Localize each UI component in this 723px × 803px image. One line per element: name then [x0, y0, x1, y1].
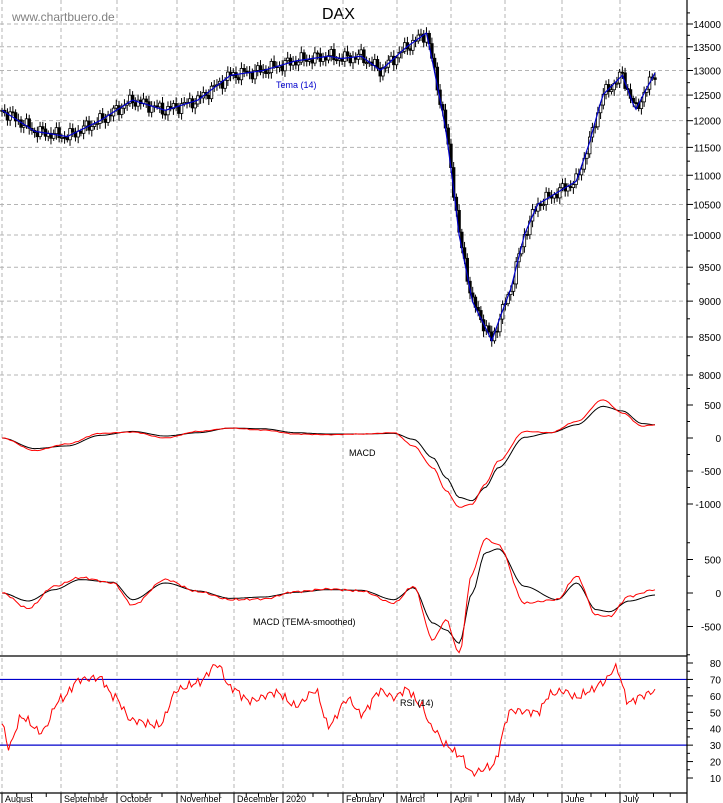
tema-legend: Tema (14)	[276, 80, 317, 90]
macd-label: MACD	[349, 448, 376, 458]
svg-text:80: 80	[710, 659, 722, 670]
svg-text:70: 70	[710, 675, 722, 686]
svg-text:12500: 12500	[693, 91, 721, 102]
svg-text:11000: 11000	[694, 171, 722, 182]
svg-text:10: 10	[710, 774, 722, 785]
svg-text:14000: 14000	[693, 20, 721, 31]
svg-text:2020: 2020	[286, 794, 306, 803]
svg-text:10500: 10500	[693, 200, 721, 211]
svg-text:60: 60	[710, 692, 722, 703]
svg-text:October: October	[120, 794, 152, 803]
svg-text:20: 20	[710, 758, 722, 769]
macd-panel	[1, 399, 656, 508]
svg-text:March: March	[400, 794, 425, 803]
rsi-label: RSI (14)	[400, 698, 434, 708]
svg-text:12000: 12000	[693, 117, 721, 128]
svg-text:9500: 9500	[699, 263, 722, 274]
svg-text:February: February	[346, 794, 383, 803]
svg-text:10000: 10000	[693, 231, 721, 242]
watermark: www.chartbuero.de	[12, 10, 115, 24]
svg-text:September: September	[64, 794, 108, 803]
svg-text:November: November	[180, 794, 222, 803]
svg-text:500: 500	[704, 401, 721, 412]
macd-tema-label: MACD (TEMA-smoothed)	[253, 617, 356, 627]
svg-text:July: July	[623, 794, 640, 803]
svg-text:13000: 13000	[693, 66, 721, 77]
svg-text:-500: -500	[701, 467, 721, 478]
svg-text:April: April	[454, 794, 472, 803]
chart-title: DAX	[322, 6, 355, 23]
svg-text:0: 0	[715, 434, 721, 445]
svg-text:August: August	[5, 794, 34, 803]
rsi-panel	[0, 662, 687, 778]
svg-text:May: May	[508, 794, 526, 803]
svg-text:13500: 13500	[693, 43, 721, 54]
svg-text:11500: 11500	[694, 143, 722, 154]
svg-text:-1000: -1000	[695, 500, 721, 511]
macd-tema-panel	[1, 537, 656, 654]
svg-text:-500: -500	[701, 623, 721, 634]
svg-text:9000: 9000	[699, 297, 722, 308]
price-panel	[0, 27, 657, 347]
svg-text:0: 0	[715, 589, 721, 600]
svg-text:8000: 8000	[699, 371, 722, 382]
svg-text:8500: 8500	[699, 333, 722, 344]
svg-text:500: 500	[704, 556, 721, 567]
y-axis: 1400013500130001250012000115001100010500…	[686, 0, 722, 803]
svg-text:50: 50	[710, 708, 722, 719]
x-axis: August September October November December 20…	[1, 793, 671, 803]
svg-text:December: December	[237, 794, 279, 803]
svg-text:June: June	[565, 794, 585, 803]
svg-text:30: 30	[710, 741, 722, 752]
svg-text:40: 40	[710, 725, 722, 736]
